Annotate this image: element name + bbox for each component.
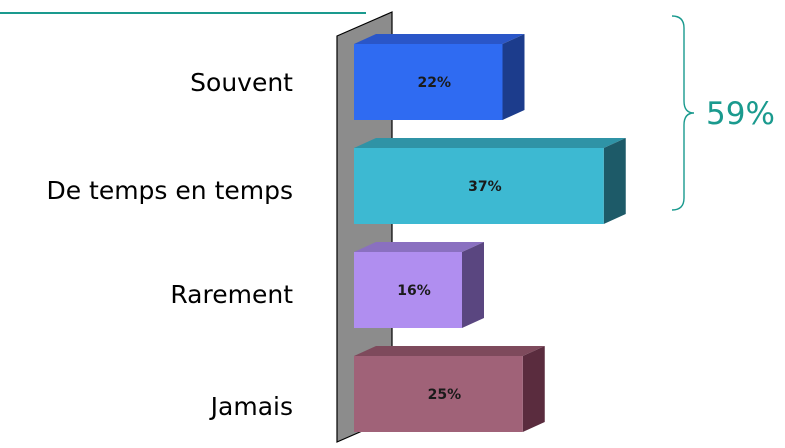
bar-jamais bbox=[354, 356, 523, 432]
data-label: 22% bbox=[417, 75, 451, 91]
category-label: De temps en temps bbox=[46, 176, 293, 205]
data-label: 25% bbox=[428, 387, 462, 403]
bar-souvent bbox=[354, 44, 503, 120]
top-accent-rule bbox=[0, 0, 366, 14]
bar-side-face bbox=[502, 34, 525, 120]
bar-rarement bbox=[354, 252, 462, 328]
bar-top-face bbox=[354, 138, 626, 148]
bar-side-face bbox=[462, 242, 484, 328]
category-label: Souvent bbox=[190, 68, 293, 97]
group-total-label: 59% bbox=[706, 96, 775, 132]
curly-brace bbox=[671, 15, 695, 211]
bar-side-face bbox=[522, 346, 545, 432]
category-label: Rarement bbox=[170, 280, 293, 309]
bar-de-temps-en-temps bbox=[354, 148, 604, 224]
bar-top-face bbox=[354, 34, 525, 44]
category-label: Jamais bbox=[209, 392, 293, 421]
bar-side-face bbox=[603, 138, 626, 224]
bar-top-face bbox=[354, 346, 545, 356]
data-label: 37% bbox=[468, 179, 502, 195]
data-label: 16% bbox=[397, 283, 431, 299]
bar-top-face bbox=[354, 242, 484, 252]
